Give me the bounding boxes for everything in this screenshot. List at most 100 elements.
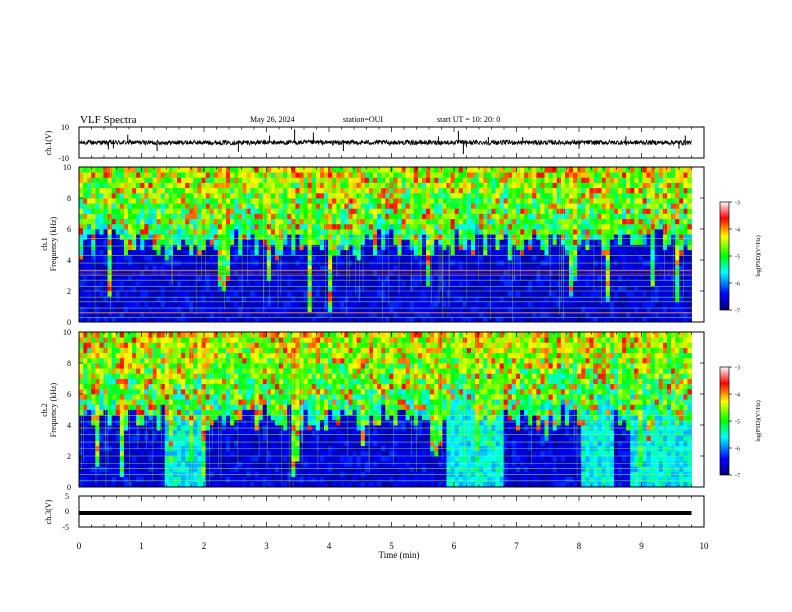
spectrogram-cell (552, 311, 558, 318)
spectrogram-cell (91, 187, 96, 194)
spectrogram-cell (634, 182, 639, 189)
spectrogram-cell (540, 316, 545, 323)
spectrogram-cell (152, 254, 157, 261)
spectrogram-cell (258, 316, 264, 323)
spectrogram-cell (450, 306, 456, 313)
spectrogram-cell (360, 316, 366, 323)
spectrogram-cell (87, 285, 92, 292)
spectrogram-cell (336, 291, 341, 297)
spectrogram-cell (475, 270, 480, 276)
spectrogram-cell (230, 177, 235, 183)
spectrogram-cell (642, 229, 647, 235)
spectrogram-cell (160, 296, 166, 302)
spectrogram-cell (230, 260, 235, 266)
spectrogram-cell (564, 301, 570, 307)
spectrogram-cell (630, 306, 635, 313)
spectrogram-cell (499, 187, 505, 194)
spectrogram-cell (238, 311, 243, 318)
spectrogram-cell (528, 296, 533, 302)
spectrogram-cell (577, 311, 582, 318)
spectrogram-cell (99, 187, 104, 194)
spectrogram-cell (397, 167, 402, 173)
spectrogram-cell (303, 280, 309, 287)
spectrogram-cell (438, 249, 443, 256)
spectrogram-cell (226, 167, 231, 173)
spectrogram-cell (91, 192, 96, 199)
spectrogram-cell (536, 316, 541, 323)
spectrogram-cell (397, 280, 402, 287)
spectrogram-cell (340, 203, 345, 209)
spectrogram-cell (381, 213, 386, 220)
spectrogram-cell (217, 296, 223, 302)
spectrogram-cell (164, 234, 170, 240)
spectrogram-cell (483, 275, 488, 282)
spectrogram-cell (242, 234, 247, 240)
spectrogram-cell (609, 198, 615, 204)
spectrogram-cell (79, 249, 84, 256)
spectrogram-cell (585, 208, 590, 214)
spectrogram-cell (217, 260, 223, 266)
spectrogram-cell (417, 316, 423, 323)
spectrogram-cell (111, 260, 117, 266)
spectrogram-cell (152, 306, 157, 313)
spectrogram-cell (397, 229, 402, 235)
spectrogram-cell (442, 198, 447, 204)
spectrogram-cell (475, 254, 480, 261)
spectrogram-cell (638, 311, 643, 318)
spectrogram-cell (348, 254, 353, 261)
spectrogram-cell (585, 223, 590, 230)
spectrogram-cell (95, 208, 100, 214)
spectrogram-cell (279, 203, 284, 209)
spectrogram-cell (279, 306, 284, 313)
spectrogram-cell (564, 172, 570, 178)
spectrogram-cell (319, 182, 325, 189)
spectrogram-cell (185, 244, 190, 251)
spectrogram-cell (254, 172, 260, 178)
spectrogram-cell (311, 285, 317, 292)
spectrogram-cell (532, 234, 537, 240)
spectrogram-cell (279, 182, 284, 189)
spectrogram-cell (462, 218, 468, 225)
spectrogram-cell (79, 218, 84, 225)
spectrogram-cell (675, 265, 680, 271)
spectrogram-cell (573, 208, 578, 214)
spectrogram-cell (646, 223, 652, 230)
spectrogram-cell (107, 244, 113, 251)
spectrogram-cell (466, 223, 472, 230)
spectrogram-cell (295, 249, 300, 256)
spectrogram-cell (87, 481, 92, 488)
spectrogram-cell (597, 280, 603, 287)
spectrogram-cell (675, 306, 680, 313)
spectrogram-cell (373, 223, 378, 230)
spectrogram-cell (507, 260, 513, 266)
spectrogram-cell (242, 270, 247, 276)
spectrogram-cell (201, 198, 206, 204)
spectrogram-cell (348, 311, 353, 318)
spectrogram-cell (483, 265, 488, 271)
spectrogram-cell (479, 198, 484, 204)
spectrogram-cell (589, 285, 594, 292)
spectrogram-cell (213, 244, 219, 251)
spectrogram-cell (360, 306, 366, 313)
spectrogram-cell (140, 280, 145, 287)
spectrogram-cell (381, 316, 386, 323)
spectrogram-cell (336, 260, 341, 266)
spectrogram-cell (242, 203, 247, 209)
spectrogram-cell (548, 265, 554, 271)
spectrogram-cell (279, 254, 284, 261)
spectrogram-cell (413, 265, 419, 271)
spectrogram-cell (95, 239, 100, 245)
spectrogram-cell (434, 280, 439, 287)
spectrogram-cell (95, 419, 100, 426)
spectrogram-cell (315, 291, 321, 297)
spectrogram-cell (458, 192, 464, 199)
spectrogram-cell (205, 316, 211, 323)
spectrogram-cell (246, 275, 251, 282)
spectrogram-cell (601, 254, 607, 261)
spectrogram-cell (491, 280, 496, 287)
spectrogram-cell (95, 270, 100, 276)
spectrogram-cell (679, 203, 684, 209)
spectrogram-cell (450, 213, 456, 220)
spectrogram-cell (356, 229, 362, 235)
spectrogram-cell (177, 208, 182, 214)
